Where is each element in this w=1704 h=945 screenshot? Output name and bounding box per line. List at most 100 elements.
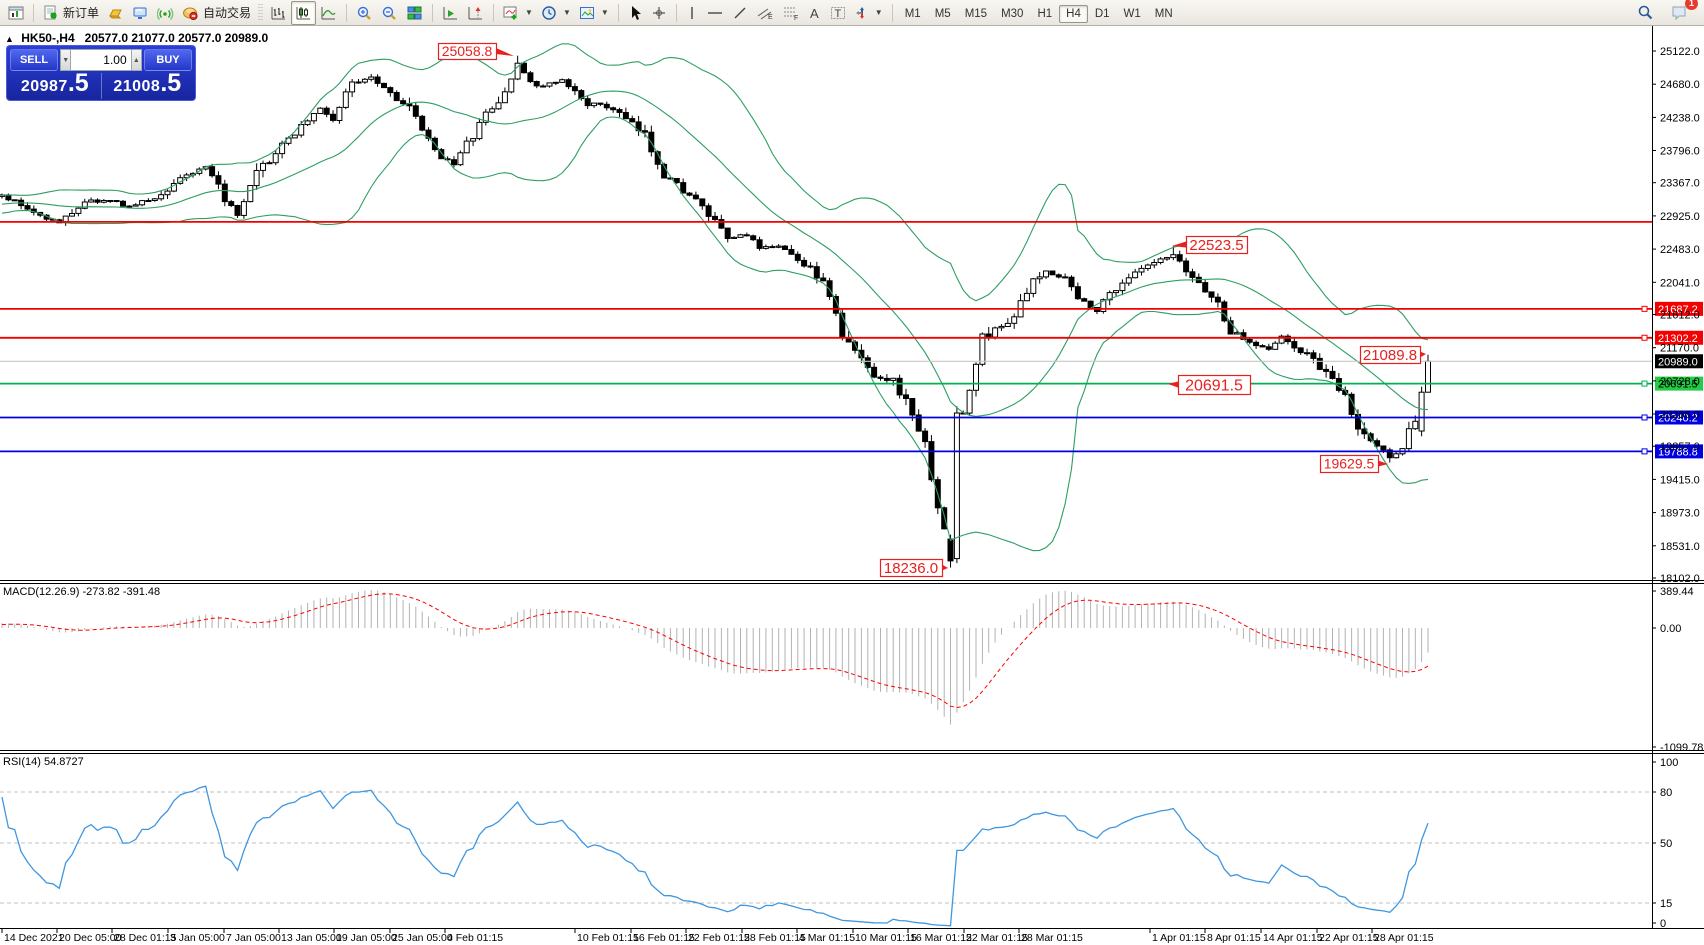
ohlc-values: 20577.0 21077.0 20577.0 20989.0	[84, 31, 269, 45]
tf-button-H1[interactable]: H1	[1037, 7, 1053, 20]
zoom-in-button[interactable]	[352, 1, 377, 25]
chart-ohlc-header: ▲ HK50-,H4 20577.0 21077.0 20577.0 20989…	[5, 31, 268, 45]
indicators-button[interactable]: ▼	[499, 1, 537, 25]
svg-text:0: 0	[1660, 918, 1666, 930]
line-chart-button[interactable]	[316, 1, 341, 25]
tf-button-D1[interactable]: D1	[1094, 7, 1110, 20]
crosshair-icon	[651, 5, 667, 21]
candle-chart-button[interactable]	[291, 0, 317, 25]
search-button[interactable]	[1633, 1, 1658, 25]
price-annotation-18236.0[interactable]: 18236.0	[879, 558, 949, 578]
toolbar-separator	[493, 3, 495, 22]
chart-shift-button[interactable]	[463, 1, 488, 25]
crosshair-button[interactable]	[647, 1, 671, 25]
svg-text:-1099.78: -1099.78	[1660, 742, 1703, 754]
notification-badge: 1	[1685, 0, 1698, 10]
svg-text:24238.0: 24238.0	[1660, 112, 1700, 124]
equidistant-channel-button[interactable]: E	[752, 1, 778, 25]
svg-text:23796.0: 23796.0	[1660, 146, 1700, 158]
vertical-line-button[interactable]	[682, 1, 702, 25]
horizontal-line-button[interactable]	[702, 1, 728, 25]
volume-input[interactable]	[71, 49, 131, 71]
toolbar-grip[interactable]	[258, 3, 264, 22]
templates-button[interactable]: ▼	[575, 1, 613, 25]
tf-button-W1[interactable]: W1	[1123, 7, 1141, 20]
price-annotation-19629.5[interactable]: 19629.5	[1319, 454, 1389, 474]
collapse-panel-icon[interactable]: ▲	[5, 34, 14, 44]
horizontal-line-21302.2[interactable]: 21302.2	[0, 330, 1703, 345]
horizontal-line-21687.2[interactable]: 21687.2	[0, 301, 1703, 316]
svg-text:28 Feb 01:15: 28 Feb 01:15	[744, 932, 806, 944]
horizontal-line-20240.2[interactable]: 20240.2	[0, 410, 1703, 425]
tf-button-M5[interactable]: M5	[934, 7, 951, 20]
price-annotation-25058.8[interactable]: 25058.8	[437, 42, 515, 61]
macd-indicator	[1, 590, 1429, 725]
tf-button-M1[interactable]: M1	[904, 7, 921, 20]
price-annotation-20691.5[interactable]: 20691.5	[1168, 374, 1252, 396]
svg-text:19629.5: 19629.5	[1324, 456, 1375, 472]
clock-icon	[541, 5, 558, 21]
svg-text:28 Apr 01:15: 28 Apr 01:15	[1374, 932, 1434, 944]
new-order-button[interactable]: 新订单	[39, 1, 103, 25]
price-annotation-21089.8[interactable]: 21089.8	[1359, 345, 1427, 365]
svg-text:18973.0: 18973.0	[1660, 508, 1700, 520]
volume-stepper: ▼ ▲	[60, 49, 142, 71]
chart-window-button[interactable]	[4, 1, 28, 25]
signals-button[interactable]	[153, 1, 178, 25]
svg-text:19857.0: 19857.0	[1660, 441, 1700, 453]
panel-separators[interactable]	[0, 580, 1704, 929]
macd-scale[interactable]: 389.44 0.00 -1099.78	[1652, 586, 1703, 754]
arrows-button[interactable]: ▼	[850, 1, 887, 25]
buy-price[interactable]: 21008 .5	[113, 69, 182, 97]
tf-button-MN[interactable]: MN	[1154, 7, 1173, 20]
chart-area[interactable]: 21687.2 21302.2 20989.0 20691.5 20240.2 19788…	[0, 26, 1704, 945]
autotrade-label: 自动交易	[203, 6, 252, 20]
sell-price[interactable]: 20987 .5	[20, 69, 89, 97]
svg-text:389.44: 389.44	[1660, 586, 1694, 598]
toolbar-separator	[891, 3, 893, 22]
virtual-hosting-button[interactable]	[128, 1, 153, 25]
svg-text:7 Jan 05:00: 7 Jan 05:00	[226, 932, 281, 944]
fibonacci-button[interactable]: F	[778, 1, 804, 25]
bar-chart-button[interactable]	[266, 1, 291, 25]
price-annotation-22523.5[interactable]: 22523.5	[1172, 235, 1249, 255]
periods-button[interactable]: ▼	[537, 1, 575, 25]
toolbar-separator	[33, 3, 34, 22]
tf-button-H4[interactable]: H4	[1059, 4, 1088, 23]
cursor-button[interactable]	[624, 1, 647, 25]
svg-text:20989.0: 20989.0	[1658, 356, 1698, 368]
svg-text:4 Feb 01:15: 4 Feb 01:15	[447, 932, 503, 944]
text-label-icon: T	[830, 5, 846, 21]
toolbar-separator	[617, 3, 619, 22]
chart-window-icon	[8, 5, 24, 21]
rsi-scale[interactable]: 100 80 50 15 0	[1652, 757, 1678, 930]
horizontal-line-20691.5[interactable]: 20691.5	[0, 376, 1703, 391]
svg-text:22 Apr 01:15: 22 Apr 01:15	[1319, 932, 1379, 944]
tf-button-M30[interactable]: M30	[1001, 7, 1024, 20]
vertical-line-icon	[686, 5, 698, 21]
tile-windows-button[interactable]	[402, 1, 427, 25]
buy-button[interactable]: BUY	[144, 49, 192, 71]
horizontal-line-19788.8[interactable]: 19788.8	[0, 444, 1703, 459]
svg-text:4 Mar 01:15: 4 Mar 01:15	[799, 932, 855, 944]
svg-text:21089.8: 21089.8	[1363, 347, 1417, 364]
price-scale[interactable]: 25122.0 24680.0 24238.0 23796.0 23367.0 22925…	[1652, 26, 1700, 928]
chart-canvas[interactable]: 21687.2 21302.2 20989.0 20691.5 20240.2 19788…	[0, 26, 1704, 945]
zoom-out-button[interactable]	[377, 1, 402, 25]
market-watch-button[interactable]	[103, 1, 128, 25]
trendline-button[interactable]	[728, 1, 752, 25]
volume-decrease-button[interactable]: ▼	[60, 49, 72, 71]
text-label-button[interactable]: T	[826, 1, 850, 25]
svg-text:18236.0: 18236.0	[884, 560, 938, 577]
autotrade-button[interactable]: 自动交易	[178, 1, 255, 25]
autoscroll-button[interactable]	[438, 1, 463, 25]
horizontal-line-20989.0[interactable]: 20989.0	[0, 354, 1703, 369]
arrows-icon	[854, 5, 870, 21]
tf-button-M15[interactable]: M15	[964, 7, 988, 20]
svg-text:F: F	[794, 15, 798, 21]
text-button[interactable]: A	[804, 1, 826, 25]
sell-button[interactable]: SELL	[10, 49, 58, 71]
notifications-button[interactable]: 1	[1666, 0, 1698, 25]
volume-increase-button[interactable]: ▲	[130, 49, 142, 71]
